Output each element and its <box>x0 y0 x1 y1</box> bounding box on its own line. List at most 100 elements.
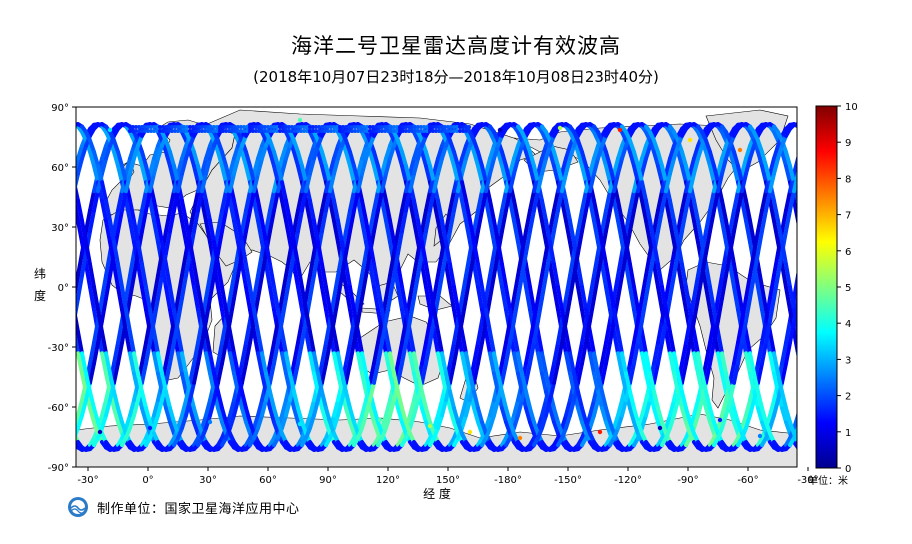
lon-tick-label: -30° <box>797 475 818 486</box>
track-segment <box>568 143 576 161</box>
track-segment <box>692 329 700 356</box>
track-segment <box>232 273 240 301</box>
track-segment <box>660 189 668 213</box>
track-segment <box>802 231 806 253</box>
track-segment <box>204 329 212 356</box>
track-segment <box>172 420 180 436</box>
track-segment <box>256 251 264 278</box>
track-segment <box>428 318 436 345</box>
track-segment <box>244 420 252 436</box>
track-point <box>188 125 192 129</box>
track-segment <box>648 371 656 394</box>
track-segment <box>648 251 656 278</box>
track-segment <box>396 208 404 234</box>
track-segment <box>680 149 688 168</box>
track-point <box>458 125 462 129</box>
track-point <box>245 129 249 133</box>
track-segment <box>528 163 536 185</box>
track-point <box>167 125 171 129</box>
track-segment <box>568 251 576 278</box>
track-segment <box>536 351 544 376</box>
track-point <box>203 125 207 129</box>
track-segment <box>348 163 356 185</box>
track-segment <box>796 445 797 450</box>
track-segment <box>116 189 124 213</box>
track-segment <box>488 413 496 431</box>
track-segment <box>448 189 456 213</box>
track-segment <box>564 398 572 418</box>
colorbar-tick-label: 1 <box>845 428 851 439</box>
track-segment <box>580 318 588 345</box>
track-segment <box>292 406 300 425</box>
track-segment <box>176 171 184 194</box>
track-segment <box>508 156 516 176</box>
track-segment <box>180 351 188 376</box>
track-segment <box>228 351 236 376</box>
track-segment <box>344 389 352 411</box>
track-segment <box>448 340 456 366</box>
track-segment <box>200 156 208 176</box>
track-segment <box>712 420 720 436</box>
track-segment <box>564 351 572 376</box>
track-segment <box>228 273 236 301</box>
track-segment <box>802 400 806 415</box>
track-segment <box>112 340 120 366</box>
track-point <box>377 417 383 423</box>
track-segment <box>100 180 108 203</box>
track-segment <box>296 285 304 312</box>
track-segment <box>684 163 692 185</box>
track-segment <box>256 273 264 301</box>
track-segment <box>440 371 448 394</box>
track-segment <box>324 189 332 213</box>
track-segment <box>384 156 392 176</box>
track-point <box>410 129 414 133</box>
track-segment <box>616 273 624 301</box>
colorbar-tick-label: 5 <box>845 283 851 294</box>
track-segment <box>664 307 672 334</box>
track-segment <box>712 189 720 213</box>
track-segment <box>536 273 544 301</box>
track-segment <box>288 371 296 394</box>
track-segment <box>192 208 200 234</box>
track-segment <box>232 218 240 245</box>
track-segment <box>272 285 280 312</box>
track-segment <box>192 340 200 366</box>
track-segment <box>780 406 788 425</box>
track-segment <box>564 329 572 356</box>
track-point <box>597 429 603 435</box>
track-segment <box>552 406 560 425</box>
track-segment <box>436 156 444 176</box>
track-segment <box>352 420 360 436</box>
track-segment <box>792 172 797 194</box>
track-segment <box>692 398 700 418</box>
track-segment <box>388 273 396 301</box>
track-point <box>617 127 623 133</box>
track-segment <box>120 318 128 345</box>
track-segment <box>556 189 564 213</box>
track-point <box>371 125 375 129</box>
track-segment <box>476 406 484 425</box>
track-segment <box>544 371 552 394</box>
track-segment <box>460 329 468 356</box>
track-segment <box>152 329 160 356</box>
track-point <box>233 129 237 133</box>
track-segment <box>188 208 196 234</box>
track-segment <box>156 371 164 394</box>
track-point <box>188 129 192 133</box>
track-point <box>452 129 456 133</box>
track-segment <box>668 351 676 376</box>
track-segment <box>308 143 316 161</box>
track-segment <box>464 351 472 376</box>
track-segment <box>192 149 200 168</box>
track-segment <box>180 156 188 176</box>
track-segment <box>344 406 352 425</box>
track-point <box>455 129 459 133</box>
track-point <box>425 129 429 133</box>
track-segment <box>632 285 640 312</box>
track-segment <box>280 156 288 176</box>
track-segment <box>780 389 788 411</box>
track-segment <box>248 285 256 312</box>
track-segment <box>604 285 612 312</box>
track-segment <box>296 149 304 168</box>
track-segment <box>588 329 596 356</box>
